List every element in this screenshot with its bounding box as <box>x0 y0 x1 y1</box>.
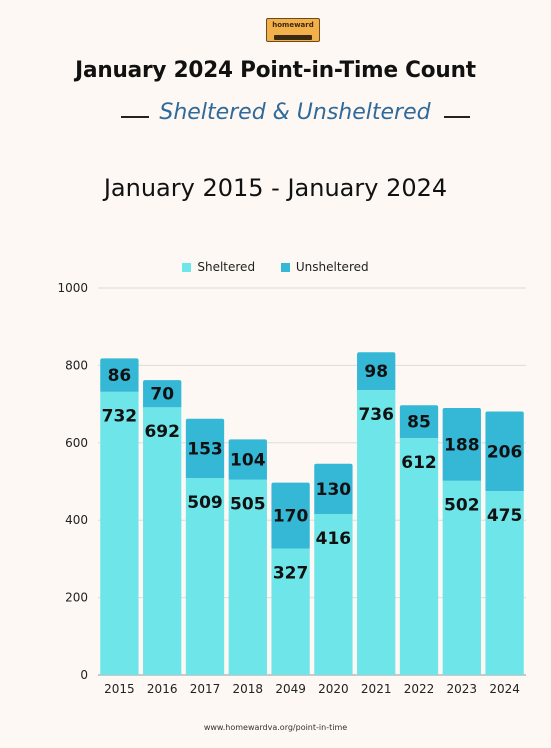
homeward-logo: homeward <box>266 14 320 48</box>
data-label-unsheltered: 170 <box>273 507 309 527</box>
logo-tagline-bar <box>274 35 312 40</box>
bar-sheltered <box>271 548 310 675</box>
x-tick-label: 2022 <box>404 682 435 696</box>
bar-unsheltered <box>143 380 182 408</box>
legend-item-sheltered: Sheltered <box>182 260 255 274</box>
data-label-sheltered: 612 <box>401 453 437 473</box>
bar-sheltered <box>357 390 396 675</box>
bar-sheltered <box>485 491 524 675</box>
data-label-unsheltered: 98 <box>364 362 388 382</box>
legend-swatch-unsheltered <box>280 262 290 272</box>
data-label-sheltered: 502 <box>444 496 480 516</box>
bar-unsheltered <box>357 352 396 391</box>
x-tick-label: 2018 <box>233 682 264 696</box>
data-label-sheltered: 692 <box>144 422 180 442</box>
legend-swatch-sheltered <box>182 262 192 272</box>
y-tick-label: 0 <box>80 668 88 682</box>
bar-unsheltered <box>271 482 310 549</box>
x-tick-label: 2015 <box>104 682 135 696</box>
subtitle-dash-left <box>121 116 149 118</box>
data-label-sheltered: 416 <box>316 529 352 549</box>
logo-text: homeward <box>272 21 314 29</box>
bar-sheltered <box>100 391 139 675</box>
data-label-sheltered: 509 <box>187 493 223 513</box>
data-label-sheltered: 505 <box>230 495 266 515</box>
x-tick-label: 2017 <box>190 682 221 696</box>
bar-sheltered <box>185 478 225 675</box>
page-title: January 2024 Point-in-Time Count <box>75 58 476 83</box>
data-label-unsheltered: 86 <box>108 366 132 386</box>
data-label-sheltered: 732 <box>102 407 138 427</box>
data-label-unsheltered: 130 <box>316 480 352 500</box>
bar-unsheltered <box>442 407 481 481</box>
bar-sheltered <box>314 514 353 675</box>
subtitle-dash-right <box>444 116 470 118</box>
data-label-unsheltered: 85 <box>407 413 431 433</box>
x-tick-label: 2020 <box>318 682 349 696</box>
data-label-sheltered: 475 <box>487 506 523 526</box>
y-tick-label: 400 <box>65 513 88 527</box>
bar-unsheltered <box>228 439 267 480</box>
bar-unsheltered <box>314 463 353 515</box>
y-tick-label: 200 <box>65 591 88 605</box>
y-tick-label: 1000 <box>57 281 88 295</box>
chart-legend: Sheltered Unsheltered <box>0 260 551 275</box>
legend-label-sheltered: Sheltered <box>197 260 256 274</box>
legend-label-unsheltered: Unsheltered <box>295 260 369 274</box>
bar-sheltered <box>442 480 481 675</box>
data-label-unsheltered: 206 <box>487 442 523 462</box>
data-label-unsheltered: 188 <box>444 435 480 455</box>
data-label-unsheltered: 104 <box>230 450 266 470</box>
data-label-unsheltered: 153 <box>187 439 223 459</box>
bar-unsheltered <box>100 358 139 392</box>
bar-sheltered <box>228 479 267 675</box>
date-range-heading: January 2015 - January 2024 <box>103 174 448 202</box>
bar-unsheltered <box>485 411 524 492</box>
y-tick-label: 800 <box>65 358 88 372</box>
bar-sheltered <box>399 438 439 675</box>
y-tick-label: 600 <box>65 436 88 450</box>
page-subtitle: Sheltered & Unsheltered <box>159 100 431 125</box>
x-tick-label: 2024 <box>489 682 520 696</box>
subtitle-row: Sheltered & Unsheltered <box>0 100 551 130</box>
bar-unsheltered <box>399 405 439 439</box>
legend-item-unsheltered: Unsheltered <box>280 260 369 274</box>
x-tick-label: 2049 <box>275 682 306 696</box>
x-tick-label: 2023 <box>447 682 478 696</box>
bar-unsheltered <box>185 418 225 479</box>
data-label-sheltered: 327 <box>273 563 309 583</box>
x-tick-label: 2021 <box>361 682 392 696</box>
x-tick-label: 2016 <box>147 682 178 696</box>
bar-sheltered <box>143 407 182 675</box>
data-label-sheltered: 736 <box>358 405 394 425</box>
data-label-unsheltered: 70 <box>150 385 174 405</box>
footer-url: www.homewardva.org/point-in-time <box>203 723 348 732</box>
